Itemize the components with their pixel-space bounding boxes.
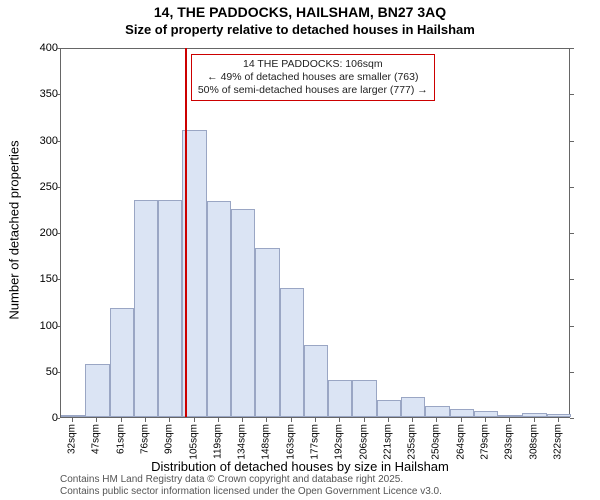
x-tick-label: 250sqm bbox=[431, 424, 442, 460]
histogram-bar bbox=[280, 288, 304, 418]
x-tick-label: 221sqm bbox=[382, 424, 393, 460]
histogram-bar bbox=[474, 411, 498, 417]
histogram-bar bbox=[450, 409, 474, 417]
y-tick-label: 200 bbox=[36, 227, 58, 239]
histogram-bar bbox=[547, 414, 571, 417]
histogram-bar bbox=[231, 209, 255, 417]
histogram-bar bbox=[85, 364, 109, 417]
histogram-bar bbox=[425, 406, 449, 417]
x-tick-label: 322sqm bbox=[552, 424, 563, 460]
histogram-bar bbox=[328, 380, 352, 417]
x-tick-label: 177sqm bbox=[310, 424, 321, 460]
x-tick-label: 206sqm bbox=[358, 424, 369, 460]
x-tick-label: 293sqm bbox=[504, 424, 515, 460]
x-tick-label: 47sqm bbox=[91, 424, 102, 454]
x-tick-label: 235sqm bbox=[407, 424, 418, 460]
histogram-bar bbox=[522, 413, 546, 417]
y-tick-label: 50 bbox=[36, 366, 58, 378]
plot-area: 14 THE PADDOCKS: 106sqm← 49% of detached… bbox=[60, 48, 570, 418]
annotation-line: 50% of semi-detached houses are larger (… bbox=[198, 84, 428, 97]
annotation-line: ← 49% of detached houses are smaller (76… bbox=[198, 71, 428, 84]
credits-line1: Contains HM Land Registry data © Crown c… bbox=[60, 474, 442, 486]
x-tick-label: 308sqm bbox=[528, 424, 539, 460]
histogram-bar bbox=[401, 397, 425, 417]
y-axis-label: Number of detached properties bbox=[7, 140, 22, 319]
annotation-box: 14 THE PADDOCKS: 106sqm← 49% of detached… bbox=[191, 54, 435, 101]
histogram-bar bbox=[158, 200, 182, 417]
x-tick-label: 105sqm bbox=[188, 424, 199, 460]
property-marker-line bbox=[185, 48, 187, 417]
x-tick-label: 90sqm bbox=[164, 424, 175, 454]
x-tick-label: 134sqm bbox=[237, 424, 248, 460]
histogram-bar bbox=[377, 400, 401, 417]
x-tick-label: 32sqm bbox=[67, 424, 78, 454]
x-axis-label: Distribution of detached houses by size … bbox=[0, 459, 600, 474]
y-tick-label: 0 bbox=[36, 412, 58, 424]
x-tick-label: 264sqm bbox=[455, 424, 466, 460]
x-tick-label: 279sqm bbox=[480, 424, 491, 460]
histogram-bar bbox=[61, 415, 85, 417]
credits-line2: Contains public sector information licen… bbox=[60, 486, 442, 498]
chart-title-address: 14, THE PADDOCKS, HAILSHAM, BN27 3AQ bbox=[0, 4, 600, 20]
y-tick-label: 350 bbox=[36, 88, 58, 100]
credits: Contains HM Land Registry data © Crown c… bbox=[60, 474, 442, 498]
histogram-bar bbox=[110, 308, 134, 417]
x-tick-label: 148sqm bbox=[261, 424, 272, 460]
y-tick-label: 400 bbox=[36, 42, 58, 54]
chart-title-desc: Size of property relative to detached ho… bbox=[0, 22, 600, 37]
histogram-bar bbox=[134, 200, 158, 417]
annotation-line: 14 THE PADDOCKS: 106sqm bbox=[198, 58, 428, 71]
histogram-bar bbox=[352, 380, 376, 417]
x-tick-label: 192sqm bbox=[334, 424, 345, 460]
x-tick-label: 61sqm bbox=[115, 424, 126, 454]
x-tick-label: 163sqm bbox=[285, 424, 296, 460]
y-tick-label: 300 bbox=[36, 135, 58, 147]
y-tick-label: 100 bbox=[36, 320, 58, 332]
histogram-bar bbox=[207, 201, 231, 417]
histogram-bar bbox=[498, 415, 522, 417]
histogram-bar bbox=[255, 248, 279, 417]
y-tick-label: 150 bbox=[36, 273, 58, 285]
x-tick-label: 119sqm bbox=[212, 424, 223, 459]
x-tick-label: 76sqm bbox=[140, 424, 151, 454]
y-tick-label: 250 bbox=[36, 181, 58, 193]
histogram-bar bbox=[304, 345, 328, 417]
